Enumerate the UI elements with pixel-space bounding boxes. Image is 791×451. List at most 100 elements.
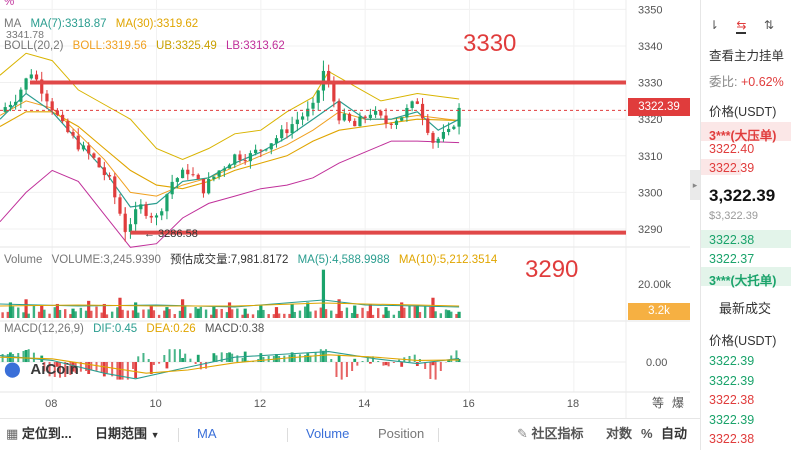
volume-toggle[interactable]: Volume	[306, 419, 349, 451]
volume-bar	[252, 314, 254, 318]
bid-price-1[interactable]: 3322.38	[709, 233, 754, 247]
candle-body	[212, 177, 215, 179]
orderbook-both-icon[interactable]: ⇆	[736, 18, 746, 34]
macd-histogram-bar	[103, 362, 106, 376]
volume-bar	[205, 310, 207, 318]
log-toggle[interactable]: 对数	[606, 419, 632, 451]
macd-histogram-bar	[335, 362, 337, 377]
volume-bar	[231, 309, 233, 318]
volume-bar	[244, 309, 247, 318]
macd-histogram-bar	[212, 353, 215, 362]
macd-histogram-bar	[96, 362, 98, 371]
volume-bar	[210, 315, 212, 318]
volume-bar	[236, 309, 238, 318]
candle-body	[144, 204, 147, 216]
ma-toggle[interactable]: MA	[197, 419, 217, 451]
orderbook-buy-icon[interactable]: ⇅	[764, 18, 774, 32]
candle-body	[374, 111, 377, 115]
volume-bar	[346, 308, 348, 318]
trade-price: 3322.38	[709, 432, 754, 446]
candle-body	[87, 145, 90, 153]
price-tick-label: 3290	[638, 224, 662, 236]
percent-toggle[interactable]: %	[641, 419, 653, 451]
volume-bar	[200, 307, 202, 318]
macd-histogram-bar	[306, 353, 309, 362]
macd-histogram-bar	[388, 362, 390, 366]
caret-down-icon: ▼	[151, 430, 160, 440]
macd-dif: DIF:0.45	[93, 323, 137, 335]
macd-dea: DEA:0.26	[146, 323, 195, 335]
price-tick-label: 3340	[638, 41, 662, 53]
volume-bar	[137, 313, 139, 318]
volume-bar	[147, 309, 149, 318]
volume-bar	[247, 314, 249, 318]
volume-bar	[179, 311, 181, 318]
x-tick-label: 16	[463, 398, 475, 410]
locate-button[interactable]: ▦ 定位到...	[6, 419, 72, 451]
candle-body	[353, 121, 356, 126]
candle-body	[364, 117, 367, 118]
volume-bar	[320, 308, 322, 318]
candle-body	[19, 90, 22, 102]
candle-body	[160, 211, 163, 215]
support-annotation: 3290	[525, 256, 578, 284]
macd-histogram-bar	[116, 362, 118, 380]
candle-body	[30, 74, 33, 78]
macd-histogram-bar	[385, 362, 388, 365]
candle-body	[103, 167, 106, 175]
panel-collapse-handle[interactable]: ▸	[690, 170, 700, 200]
toolbar-divider	[178, 428, 179, 442]
boll-ub-value: UB:3325.49	[156, 40, 217, 52]
chart-area[interactable]: 335033403330332033103300329020.00k0.00k0…	[0, 0, 700, 418]
chart-toolbar: ▦ 定位到... 日期范围 ▼ MA Volume Position ✎ 社区指…	[0, 418, 700, 451]
volume-bar	[197, 309, 200, 318]
candle-body	[98, 158, 101, 168]
macd-histogram-bar	[440, 362, 442, 371]
layout-icon[interactable]: ⇂	[709, 18, 719, 32]
volume-bar	[294, 312, 296, 318]
macd-histogram-bar	[262, 357, 264, 362]
macd-value: MACD:0.38	[205, 323, 264, 335]
axis-menu-label: 等	[652, 396, 664, 410]
trades-title[interactable]: 最新成交	[719, 298, 771, 317]
price-chart[interactable]: 335033403330332033103300329020.00k0.00k0…	[0, 0, 700, 418]
volume-bar	[165, 307, 168, 318]
macd-histogram-bar	[294, 354, 296, 362]
date-range-button[interactable]: 日期范围 ▼	[95, 419, 160, 451]
macd-tick-label: 0.00	[646, 357, 667, 369]
macd-histogram-bar	[432, 362, 435, 365]
macd-histogram-bar	[163, 355, 165, 362]
low-marker: ← 3286.58	[144, 228, 198, 240]
ratio-label: 委比:	[709, 75, 737, 89]
volume-bar	[127, 311, 129, 318]
volume-estimate: 预估成交量:7,981.8172	[170, 254, 288, 266]
volume-bar	[259, 306, 262, 318]
candle-body	[238, 154, 241, 160]
ask-price-2[interactable]: 3322.39	[709, 161, 754, 175]
main-orders-tab[interactable]: 查看主力挂单	[709, 45, 784, 64]
candle-body	[416, 101, 419, 104]
macd-histogram-bar	[90, 362, 92, 370]
auto-toggle[interactable]: 自动	[661, 419, 687, 451]
candle-body	[369, 115, 372, 118]
indicators-button[interactable]: ✎ 社区指标	[517, 419, 584, 451]
candle-body	[400, 117, 403, 120]
volume-bar	[158, 315, 160, 318]
candle-body	[14, 102, 17, 105]
volume-bar	[447, 310, 450, 318]
volume-bar	[275, 307, 278, 318]
volume-bar	[181, 299, 184, 318]
ask-price-1[interactable]: 3322.40	[709, 142, 754, 156]
candle-body	[390, 124, 393, 125]
candle-body	[259, 150, 262, 151]
bid-price-2[interactable]: 3322.37	[709, 252, 754, 266]
candle-body	[296, 120, 299, 124]
volume-bar	[221, 309, 223, 318]
candle-body	[395, 121, 398, 125]
macd-histogram-bar	[268, 356, 270, 362]
position-toggle[interactable]: Position	[378, 419, 424, 451]
macd-histogram-bar	[315, 352, 317, 362]
volume-bar	[353, 306, 356, 318]
big-buy-order[interactable]: 3***(大托单)	[709, 270, 776, 289]
macd-histogram-bar	[414, 355, 416, 362]
